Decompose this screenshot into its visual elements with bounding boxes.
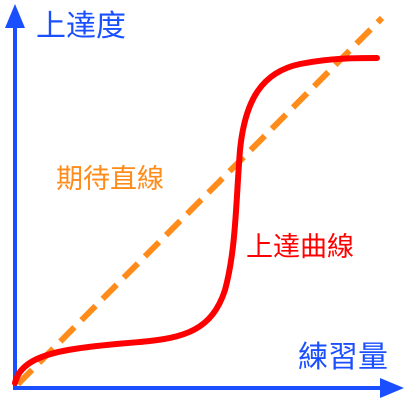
actual-curve-label: 上達曲線 xyxy=(246,232,354,263)
expected-straight-line xyxy=(15,15,385,387)
x-axis-label: 練習量 xyxy=(298,340,388,375)
expected-line-label: 期待直線 xyxy=(56,164,164,195)
y-axis-arrowhead xyxy=(5,4,25,28)
x-axis-arrowhead xyxy=(380,378,404,398)
y-axis-label: 上達度 xyxy=(36,9,126,44)
actual-progress-curve xyxy=(12,55,380,386)
